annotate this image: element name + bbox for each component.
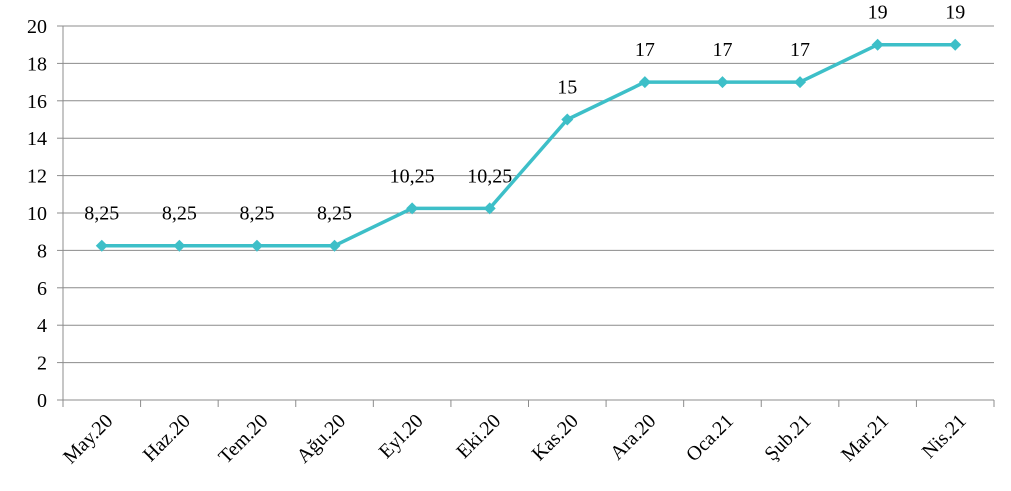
data-point-marker <box>173 239 186 252</box>
data-point-marker <box>871 38 884 51</box>
data-point-marker <box>406 202 419 215</box>
x-axis <box>62 26 995 407</box>
y-tick-label: 4 <box>37 315 47 337</box>
data-label: 19 <box>945 2 965 24</box>
x-category-label: Ara.20 <box>606 410 660 464</box>
data-label: 17 <box>635 39 655 61</box>
x-category-label: Haz.20 <box>139 410 195 466</box>
data-point-marker <box>328 239 341 252</box>
data-label: 8,25 <box>84 203 119 225</box>
x-category-label: Tem.20 <box>214 410 272 468</box>
x-category-label: Şub.21 <box>760 410 815 465</box>
series-line-path <box>101 42 956 248</box>
data-label: 17 <box>790 39 810 61</box>
series-line <box>101 42 956 248</box>
y-tick-label: 18 <box>27 53 47 75</box>
data-point-marker <box>483 202 496 215</box>
data-point-marker <box>716 76 729 89</box>
data-label: 15 <box>557 77 577 99</box>
x-category-label: Oca.21 <box>682 410 738 466</box>
y-tick-label: 14 <box>27 128 47 150</box>
data-labels: 8,25 8,25 8,25 8,25 10,25 10,25 15 17 17 17 19 19 <box>84 2 965 225</box>
series-markers <box>95 38 962 252</box>
data-label: 10,25 <box>467 165 512 187</box>
y-tick-label: 10 <box>27 203 47 225</box>
y-tick-label: 8 <box>37 240 47 262</box>
y-tick-label: 16 <box>27 91 47 113</box>
data-label: 8,25 <box>317 203 352 225</box>
x-category-label: May.20 <box>59 410 117 468</box>
data-point-marker <box>949 38 962 51</box>
x-category-label: Ağu.20 <box>292 410 350 468</box>
y-tick-label: 2 <box>37 353 47 375</box>
data-label: 19 <box>868 2 888 24</box>
y-tick-label: 12 <box>27 166 47 188</box>
data-label: 10,25 <box>390 165 435 187</box>
data-label: 8,25 <box>162 203 197 225</box>
data-label: 17 <box>712 39 732 61</box>
gridlines <box>57 25 994 401</box>
x-category-label: Nis.21 <box>918 410 971 463</box>
x-category-label: Mar.21 <box>837 410 893 466</box>
y-axis-tick-labels: 0 2 4 6 8 10 12 14 16 18 20 <box>27 16 47 412</box>
x-category-label: Eyl.20 <box>375 410 428 463</box>
data-point-marker <box>561 113 574 126</box>
data-label: 8,25 <box>239 203 274 225</box>
data-point-marker <box>250 239 263 252</box>
x-category-label: Eki.20 <box>452 410 505 463</box>
y-tick-label: 6 <box>37 278 47 300</box>
y-tick-label: 20 <box>27 16 47 38</box>
data-point-marker <box>95 239 108 252</box>
x-axis-category-labels: May.20 Haz.20 Tem.20 Ağu.20 Eyl.20 Eki.20 Kas.… <box>59 410 971 468</box>
x-category-label: Kas.20 <box>528 410 583 465</box>
data-point-marker <box>638 76 651 89</box>
y-tick-label: 0 <box>37 390 47 412</box>
data-point-marker <box>794 76 807 89</box>
